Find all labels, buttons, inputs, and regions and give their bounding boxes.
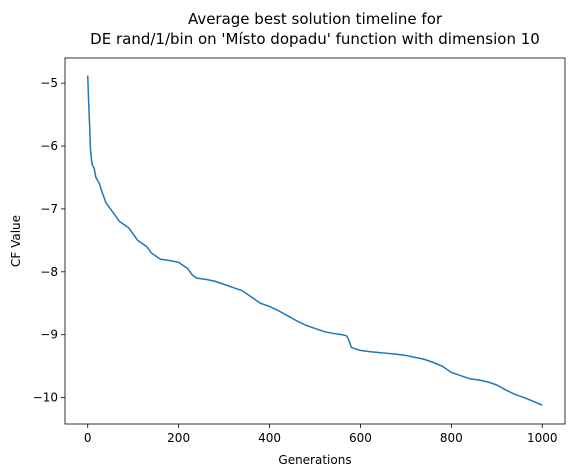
y-axis-label: CF Value [9, 215, 23, 267]
y-tick-label: −5 [40, 76, 58, 90]
plot-frame [64, 57, 566, 425]
y-tick-label: −10 [33, 391, 58, 405]
y-axis-ticks: −10 −9 −8 −7 −6 −5 [33, 76, 65, 405]
series-line-0 [86, 75, 543, 406]
chart-title-line-1: Average best solution timeline for [188, 10, 443, 28]
x-tick-label: 0 [84, 431, 92, 445]
plot-area [86, 75, 543, 406]
y-tick-label: −9 [40, 328, 58, 342]
y-tick-label: −7 [40, 202, 58, 216]
x-tick-label: 800 [440, 431, 463, 445]
x-tick-label: 400 [258, 431, 281, 445]
y-tick-label: −6 [40, 139, 58, 153]
x-tick-label: 600 [349, 431, 372, 445]
y-tick-label: −8 [40, 265, 58, 279]
x-axis-label: Generations [278, 453, 351, 467]
chart-title-line-2: DE rand/1/bin on 'Místo dopadu' function… [90, 30, 540, 48]
x-tick-label: 200 [167, 431, 190, 445]
x-tick-label: 1000 [527, 431, 558, 445]
x-axis-ticks: 0 200 400 600 800 1000 [84, 424, 558, 445]
